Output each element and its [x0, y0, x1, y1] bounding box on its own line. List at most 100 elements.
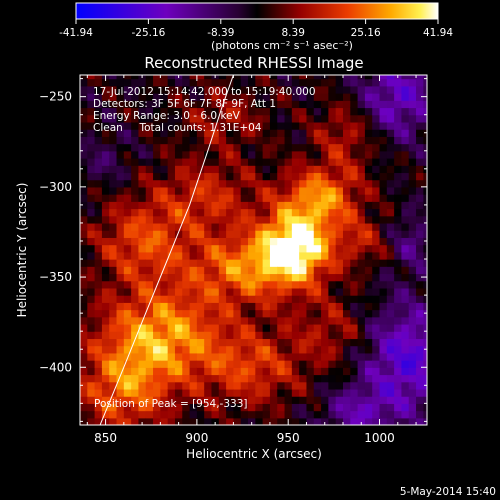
- heatmap-cell: [204, 179, 213, 188]
- heatmap-cell: [299, 251, 308, 260]
- heatmap-cell: [138, 273, 147, 282]
- heatmap-cell: [408, 215, 417, 224]
- heatmap-cell: [416, 186, 424, 195]
- heatmap: [80, 75, 427, 425]
- heatmap-cell: [269, 215, 278, 224]
- heatmap-cell: [255, 287, 264, 296]
- heatmap-cell: [269, 360, 278, 368]
- heatmap-cell: [123, 417, 132, 425]
- heatmap-cell: [189, 93, 198, 101]
- heatmap-cell: [342, 388, 351, 397]
- heatmap-cell: [394, 215, 403, 224]
- heatmap-cell: [350, 129, 359, 137]
- heatmap-cell: [372, 222, 381, 231]
- heatmap-cell: [335, 360, 344, 368]
- heatmap-cell: [189, 381, 198, 390]
- heatmap-cell: [269, 194, 278, 202]
- heatmap-cell: [87, 280, 96, 289]
- heatmap-cell: [182, 410, 191, 419]
- heatmap-cell: [218, 287, 227, 296]
- heatmap-cell: [342, 287, 351, 296]
- heatmap-cell: [196, 396, 205, 404]
- heatmap-cell: [204, 323, 213, 332]
- heatmap-cell: [284, 309, 293, 318]
- heatmap-cell: [116, 172, 125, 181]
- heatmap-cell: [321, 381, 329, 390]
- heatmap-cell: [379, 367, 388, 376]
- heatmap-cell: [204, 215, 213, 224]
- heatmap-cell: [416, 244, 424, 253]
- heatmap-cell: [313, 179, 322, 188]
- heatmap-cell: [284, 396, 293, 404]
- heatmap-cell: [174, 172, 183, 181]
- heatmap-cell: [189, 129, 198, 137]
- heatmap-cell: [401, 121, 410, 130]
- heatmap-cell: [262, 215, 271, 224]
- heatmap-cell: [372, 403, 381, 412]
- heatmap-cell: [313, 295, 322, 303]
- heatmap-cell: [109, 352, 118, 361]
- heatmap-cell: [196, 403, 205, 412]
- heatmap-cell: [372, 179, 381, 188]
- heatmap-cell: [87, 85, 96, 94]
- heatmap-cell: [335, 295, 344, 303]
- heatmap-cell: [269, 100, 278, 109]
- heatmap-cell: [248, 302, 256, 311]
- heatmap-cell: [357, 396, 366, 404]
- heatmap-cell: [116, 388, 125, 397]
- heatmap-cell: [423, 410, 427, 419]
- heatmap-cell: [423, 208, 427, 217]
- heatmap-cell: [240, 316, 249, 325]
- heatmap-cell: [145, 316, 154, 325]
- heatmap-cell: [87, 107, 96, 116]
- heatmap-cell: [211, 157, 220, 166]
- heatmap-cell: [423, 287, 427, 296]
- heatmap-cell: [328, 165, 337, 174]
- heatmap-cell: [174, 244, 183, 253]
- heatmap-cell: [226, 179, 235, 188]
- heatmap-cell: [299, 410, 308, 419]
- heatmap-cell: [109, 136, 118, 145]
- heatmap-cell: [116, 93, 125, 101]
- heatmap-cell: [167, 230, 176, 238]
- heatmap-cell: [101, 129, 110, 137]
- heatmap-cell: [211, 352, 220, 361]
- heatmap-cell: [87, 186, 96, 195]
- heatmap-cell: [101, 237, 110, 246]
- heatmap-cell: [321, 417, 329, 425]
- heatmap-cell: [218, 215, 227, 224]
- heatmap-cell: [80, 237, 88, 246]
- heatmap-cell: [306, 374, 315, 383]
- heatmap-cell: [138, 381, 147, 390]
- heatmap-cell: [182, 136, 191, 145]
- heatmap-cell: [109, 150, 118, 159]
- heatmap-cell: [248, 107, 256, 116]
- heatmap-cell: [350, 403, 359, 412]
- heatmap-cell: [401, 244, 410, 253]
- heatmap-cell: [277, 295, 286, 303]
- heatmap-cell: [240, 259, 249, 267]
- heatmap-cell: [328, 186, 337, 195]
- heatmap-cell: [196, 85, 205, 94]
- heatmap-cell: [160, 230, 169, 238]
- heatmap-cell: [116, 396, 125, 404]
- heatmap-cell: [138, 338, 147, 347]
- heatmap-cell: [386, 121, 395, 130]
- heatmap-cell: [408, 417, 417, 425]
- heatmap-cell: [386, 251, 395, 260]
- heatmap-cell: [364, 165, 373, 174]
- heatmap-cell: [284, 331, 293, 340]
- heatmap-cell: [233, 309, 242, 318]
- heatmap-cell: [328, 295, 337, 303]
- heatmap-cell: [284, 165, 293, 174]
- heatmap-cell: [101, 230, 110, 238]
- heatmap-cell: [364, 129, 373, 137]
- heatmap-cell: [342, 136, 351, 145]
- heatmap-cell: [204, 273, 213, 282]
- solar-limb-curve: [99, 75, 234, 425]
- heatmap-cell: [196, 323, 205, 332]
- heatmap-cell: [240, 93, 249, 101]
- heatmap-cell: [394, 194, 403, 202]
- heatmap-cell: [189, 295, 198, 303]
- heatmap-cell: [394, 273, 403, 282]
